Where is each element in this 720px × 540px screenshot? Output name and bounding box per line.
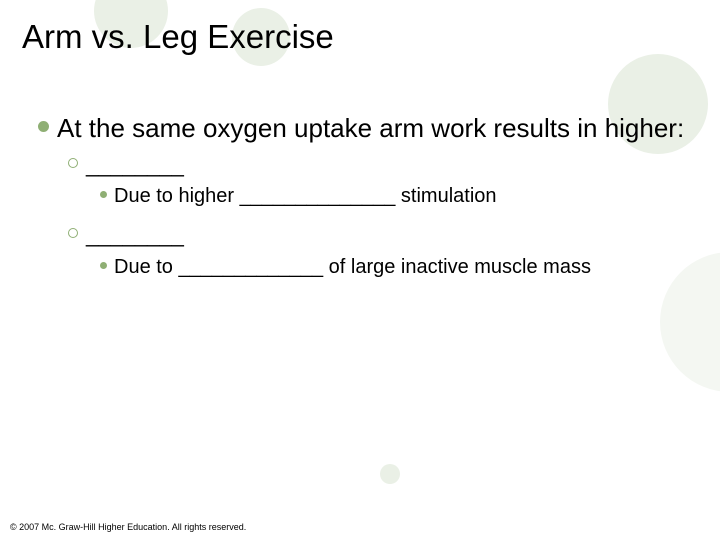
bullet-level-2: ________ xyxy=(68,151,700,180)
bullet-text: ________ xyxy=(86,221,184,250)
bullet-text: Due to higher ______________ stimulation xyxy=(114,183,497,209)
bullet-text: At the same oxygen uptake arm work resul… xyxy=(57,112,684,145)
content-area: At the same oxygen uptake arm work resul… xyxy=(38,112,700,292)
copyright: © 2007 Mc. Graw-Hill Higher Education. A… xyxy=(10,522,246,532)
decor-circle xyxy=(380,464,400,484)
bullet-dot-icon xyxy=(100,262,107,269)
bullet-ring-icon xyxy=(68,158,78,168)
bullet-text: Due to _____________ of large inactive m… xyxy=(114,254,591,280)
bullet-level-3: Due to higher ______________ stimulation xyxy=(100,183,700,209)
bullet-level-3: Due to _____________ of large inactive m… xyxy=(100,254,700,280)
bullet-level-1: At the same oxygen uptake arm work resul… xyxy=(38,112,700,145)
bullet-text: ________ xyxy=(86,151,184,180)
bullet-dot-icon xyxy=(38,121,49,132)
bullet-level-2: ________ xyxy=(68,221,700,250)
slide-title: Arm vs. Leg Exercise xyxy=(22,18,334,56)
bullet-dot-icon xyxy=(100,191,107,198)
bullet-ring-icon xyxy=(68,228,78,238)
